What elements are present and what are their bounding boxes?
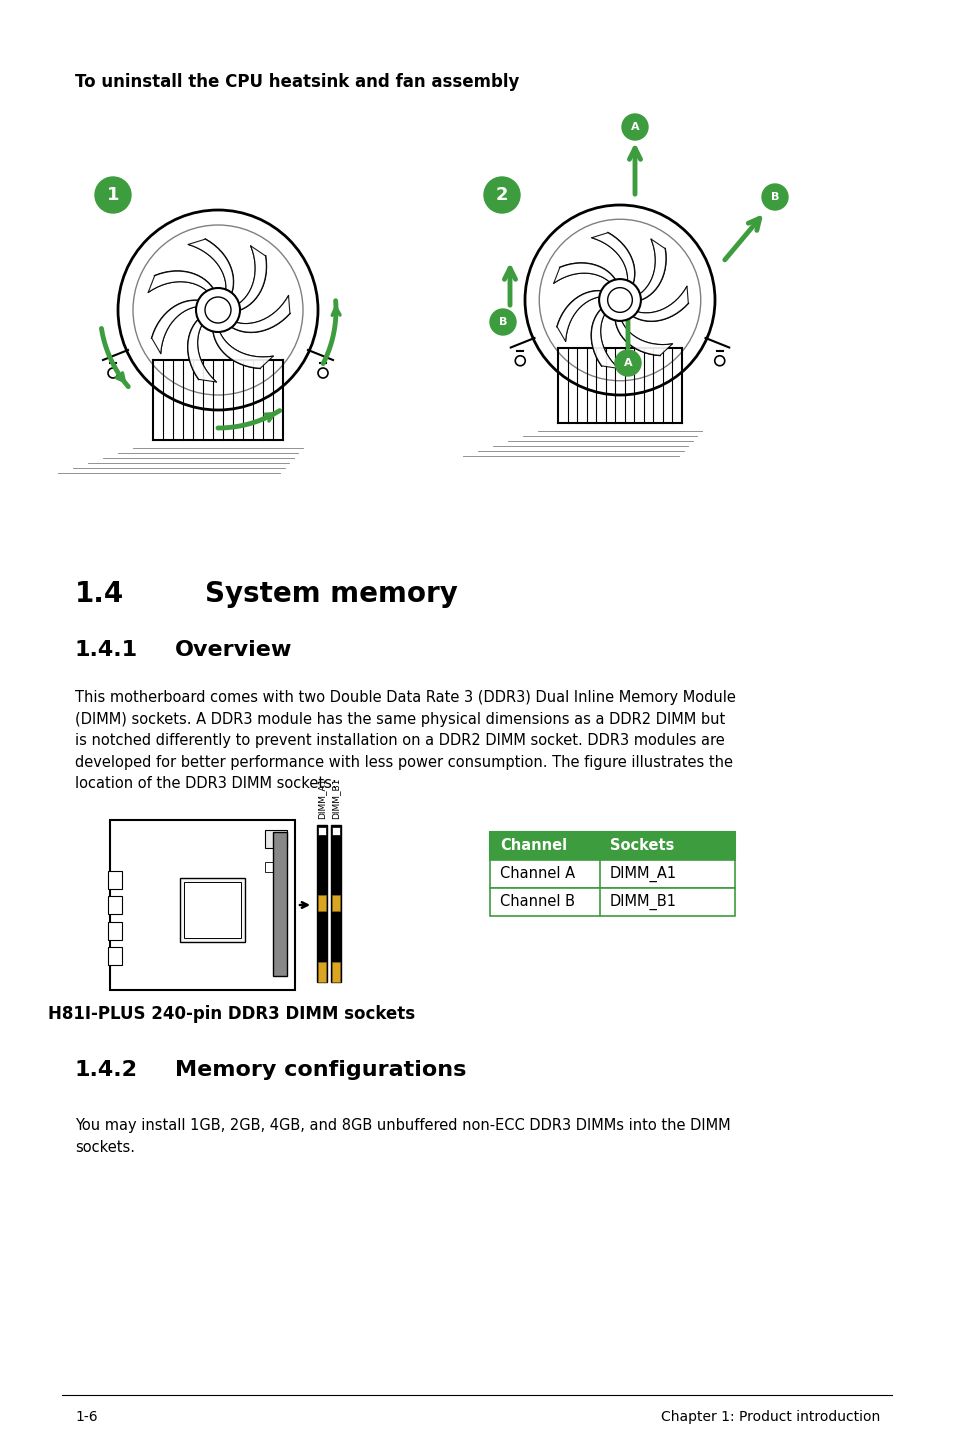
Text: 1.4.2: 1.4.2 (75, 1060, 138, 1080)
Text: DIMM_B1: DIMM_B1 (331, 778, 340, 820)
Circle shape (598, 279, 640, 321)
Bar (184, 881, 241, 939)
Bar (332, 827, 339, 835)
Text: 1: 1 (107, 186, 119, 204)
Bar (331, 825, 340, 982)
Polygon shape (633, 286, 688, 321)
Polygon shape (232, 296, 290, 332)
Polygon shape (639, 239, 665, 301)
Polygon shape (213, 331, 273, 368)
Bar (108, 922, 122, 939)
Circle shape (621, 114, 647, 139)
Text: A: A (623, 358, 632, 368)
Polygon shape (148, 272, 213, 292)
Bar (332, 894, 339, 912)
Text: A: A (630, 122, 639, 132)
Text: DIMM_A1: DIMM_A1 (317, 778, 326, 820)
Polygon shape (188, 319, 216, 383)
Text: B: B (498, 316, 507, 326)
Text: DIMM_B1: DIMM_B1 (609, 894, 677, 910)
Polygon shape (188, 239, 233, 293)
Circle shape (317, 368, 328, 378)
Bar (108, 896, 122, 915)
Polygon shape (553, 263, 615, 283)
Polygon shape (152, 301, 198, 354)
Bar (317, 827, 326, 835)
Text: You may install 1GB, 2GB, 4GB, and 8GB unbuffered non-ECC DDR3 DIMMs into the DI: You may install 1GB, 2GB, 4GB, and 8GB u… (75, 1117, 730, 1155)
Circle shape (195, 288, 240, 332)
Circle shape (515, 355, 525, 365)
Circle shape (615, 349, 640, 375)
Bar (110, 820, 294, 989)
Text: Chapter 1: Product introduction: Chapter 1: Product introduction (660, 1411, 879, 1424)
Text: DIMM_A1: DIMM_A1 (609, 866, 677, 881)
Polygon shape (591, 309, 618, 368)
Text: Channel: Channel (499, 838, 566, 854)
Circle shape (108, 368, 118, 378)
Bar (108, 946, 122, 965)
Circle shape (490, 309, 516, 335)
Text: B: B (770, 193, 779, 201)
Text: Channel A: Channel A (499, 867, 575, 881)
Text: 1.4.1: 1.4.1 (75, 640, 138, 660)
Polygon shape (615, 321, 672, 355)
Text: To uninstall the CPU heatsink and fan assembly: To uninstall the CPU heatsink and fan as… (75, 73, 518, 91)
Bar (317, 962, 326, 982)
Bar (108, 871, 122, 890)
Text: System memory: System memory (205, 580, 457, 608)
Text: 1-6: 1-6 (75, 1411, 97, 1424)
Circle shape (95, 177, 131, 213)
Bar (316, 825, 327, 982)
Text: Overview: Overview (174, 640, 292, 660)
Text: 2: 2 (496, 186, 508, 204)
Bar (273, 833, 287, 976)
Circle shape (714, 355, 724, 365)
Text: Channel B: Channel B (499, 894, 575, 909)
Text: Sockets: Sockets (609, 838, 674, 854)
Bar (265, 830, 287, 848)
Bar (490, 889, 734, 916)
Polygon shape (591, 233, 634, 283)
Bar (317, 894, 326, 912)
Bar (265, 861, 274, 871)
Circle shape (761, 184, 787, 210)
Bar (180, 877, 245, 942)
Text: This motherboard comes with two Double Data Rate 3 (DDR3) Dual Inline Memory Mod: This motherboard comes with two Double D… (75, 690, 735, 791)
Polygon shape (557, 290, 600, 341)
Polygon shape (239, 246, 266, 311)
Bar (490, 833, 734, 860)
Text: 1.4: 1.4 (75, 580, 124, 608)
Text: Memory configurations: Memory configurations (174, 1060, 466, 1080)
Text: H81I-PLUS 240-pin DDR3 DIMM sockets: H81I-PLUS 240-pin DDR3 DIMM sockets (49, 1005, 416, 1022)
Bar (332, 962, 339, 982)
Bar (490, 860, 734, 889)
Circle shape (483, 177, 519, 213)
